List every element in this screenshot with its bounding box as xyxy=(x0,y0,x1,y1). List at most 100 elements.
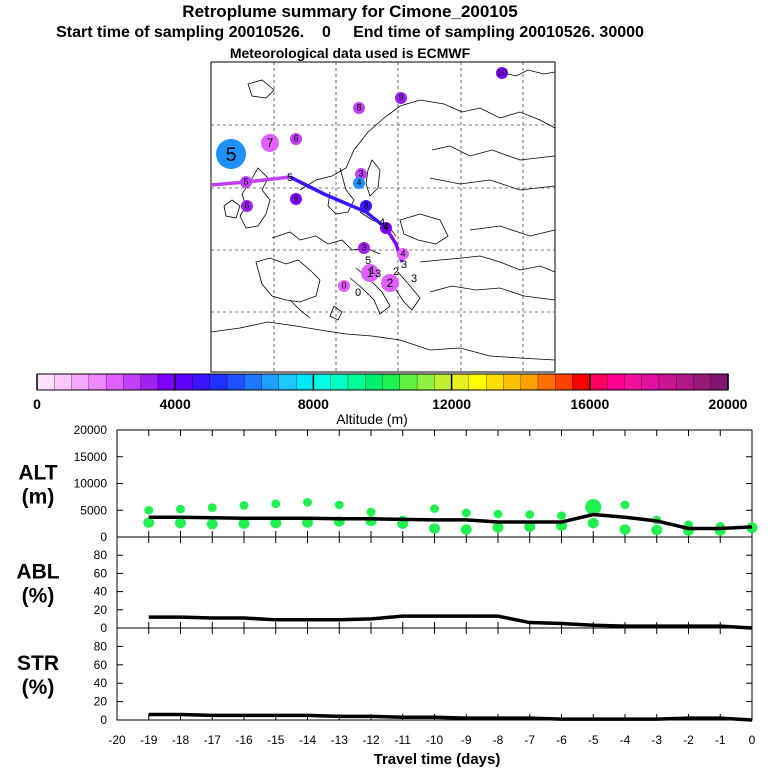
colorbar-tick-label: 0 xyxy=(33,396,41,412)
colorbar-label: Altitude (m) xyxy=(336,411,408,427)
altitude-point xyxy=(493,509,503,519)
panel-alt: 20000 15000 10000 5000 0 ALT(m) xyxy=(18,423,758,544)
colorbar-cell xyxy=(641,373,660,391)
x-tick-label: -4 xyxy=(620,733,631,747)
altitude-point xyxy=(366,507,376,517)
map-frame xyxy=(210,61,556,373)
altitude-point xyxy=(334,500,344,510)
altitude-point xyxy=(239,501,249,510)
map-marker-label: 8 xyxy=(356,103,361,113)
colorbar-cell xyxy=(416,373,435,391)
colorbar-cell xyxy=(347,373,366,391)
colorbar-cell xyxy=(54,373,73,391)
map-marker xyxy=(355,168,367,180)
y-tick-label: 5000 xyxy=(80,503,107,517)
altitude-point xyxy=(238,518,250,529)
map-marker-label: 2 xyxy=(387,277,394,290)
altitude-point xyxy=(620,500,630,510)
y-tick-label: 40 xyxy=(94,676,108,690)
series-line-str xyxy=(148,712,753,722)
x-tick-label: -10 xyxy=(426,733,444,747)
panel-frame xyxy=(116,627,753,721)
x-tick-label: -11 xyxy=(395,733,412,747)
panel-str: 80 60 40 20 0 STR(%) xyxy=(17,627,753,727)
colorbar-cell xyxy=(382,373,401,391)
colorbar-cell xyxy=(209,373,228,391)
map-marker xyxy=(353,177,365,189)
map-marker xyxy=(397,248,409,260)
colorbar-cell xyxy=(330,373,349,391)
altitude-point xyxy=(144,505,154,515)
y-tick-label: 80 xyxy=(94,639,108,653)
x-axis-label: Travel time (days) xyxy=(374,751,501,768)
x-tick-label: -7 xyxy=(524,733,535,747)
x-tick-label: -13 xyxy=(331,733,349,747)
altitude-point xyxy=(492,522,504,533)
altitude-point xyxy=(429,523,440,534)
colorbar-tick-label: 20000 xyxy=(709,396,748,412)
map-path-label: 3 xyxy=(411,273,417,285)
map-path-label: 0 xyxy=(355,287,361,299)
map-path-label: 3 xyxy=(401,259,407,271)
map-marker-label: 6 xyxy=(244,201,249,211)
map-marker xyxy=(395,92,407,104)
altitude-point xyxy=(587,517,599,529)
y-tick-label: 0 xyxy=(100,713,107,727)
map-marker xyxy=(240,176,252,188)
map-marker xyxy=(338,280,350,292)
map-marker xyxy=(358,242,370,254)
map-coastlines xyxy=(210,69,556,361)
x-tick-label: -12 xyxy=(362,733,380,747)
colorbar-cell xyxy=(399,373,418,391)
x-tick-label: 0 xyxy=(749,733,756,747)
map-marker-label: 7 xyxy=(267,137,274,150)
colorbar-cell xyxy=(365,373,384,391)
colorbar-cell xyxy=(295,373,315,391)
map-marker-label: 6 xyxy=(293,134,298,144)
map-path-label: 5 xyxy=(287,172,293,184)
map-path-label: 5 xyxy=(365,255,371,267)
colorbar-tick-label: 8000 xyxy=(298,396,329,412)
colorbar-tick-label: 4000 xyxy=(160,396,191,412)
map-path-label: 1 xyxy=(369,265,375,277)
map-path-label: 4 xyxy=(379,217,385,229)
map-marker-label: 0 xyxy=(341,281,346,291)
y-tick-label: 20 xyxy=(94,695,108,709)
altitude-point xyxy=(271,499,281,509)
y-tick-label: 60 xyxy=(94,566,108,580)
map-marker xyxy=(290,193,302,205)
altitude-point xyxy=(206,518,218,530)
panel-ylabel: (%) xyxy=(22,585,55,608)
colorbar-cell xyxy=(192,373,211,391)
panel-ylabel: STR xyxy=(17,652,59,675)
y-tick-label: 10000 xyxy=(74,477,108,491)
panel-ylabel: ABL xyxy=(16,561,59,584)
map-marker-label: 3 xyxy=(358,169,363,179)
x-tick-label: -1 xyxy=(715,733,726,747)
x-tick-label: -5 xyxy=(588,733,599,747)
y-tick-label: 0 xyxy=(100,530,107,544)
colorbar-cell xyxy=(468,373,487,391)
y-tick-label: 15000 xyxy=(74,450,108,464)
x-tick-label: -20 xyxy=(108,733,126,747)
x-tick-label: -8 xyxy=(493,733,504,747)
map-path-label: 2 xyxy=(393,266,399,278)
colorbar-cell xyxy=(537,373,556,391)
trajectory-segment-central xyxy=(289,175,388,230)
map-marker-label: 4 xyxy=(356,178,361,188)
colorbar-cell xyxy=(589,373,608,391)
x-tick-label: -2 xyxy=(683,733,694,747)
colorbar-cell xyxy=(572,373,591,391)
map-marker-label: 4 xyxy=(383,223,388,233)
panel-ylabel: ALT xyxy=(18,462,57,485)
colorbar-cell xyxy=(226,373,245,391)
map-marker xyxy=(381,274,399,292)
colorbar-cell xyxy=(105,373,125,391)
altitude-point xyxy=(585,499,602,516)
x-tick-label: -14 xyxy=(299,733,317,747)
colorbar-cell xyxy=(606,373,626,391)
altitude-point xyxy=(207,503,217,512)
sampling-times: Start time of sampling 20010526. 0 End t… xyxy=(56,24,644,41)
map-graticule xyxy=(211,62,555,372)
